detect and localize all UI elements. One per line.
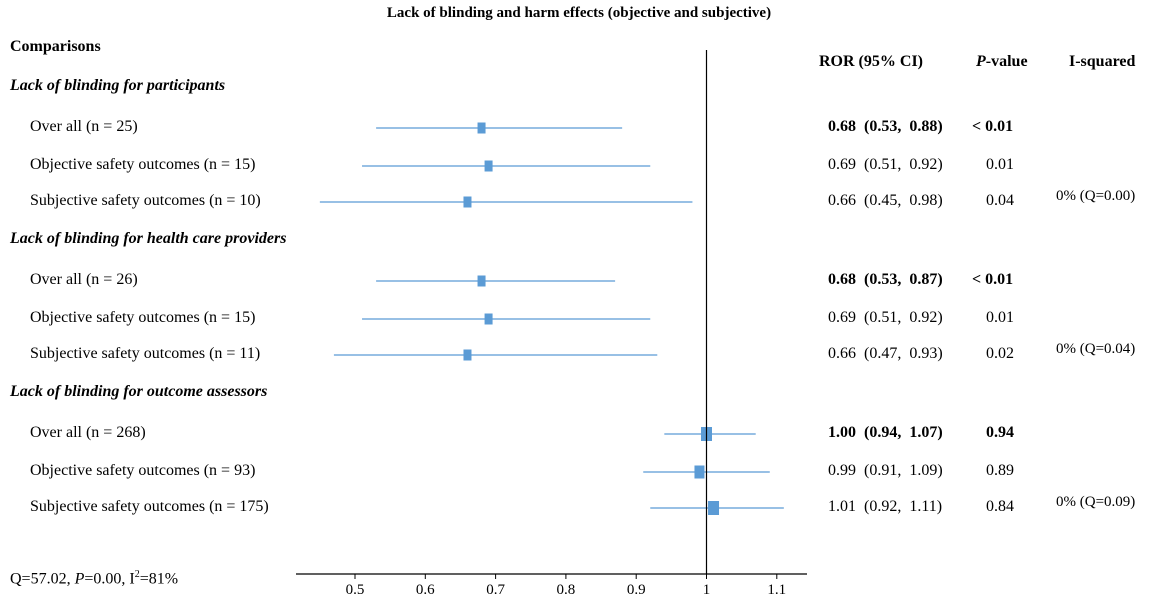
footnote-sup: 2	[134, 569, 140, 580]
p-value: < 0.01	[972, 118, 1014, 135]
point-estimate	[463, 349, 472, 361]
p-value: 0.89	[986, 462, 1014, 479]
point-estimate	[484, 313, 493, 325]
ror-value: 0.68 (0.53, 0.88)	[828, 118, 943, 135]
row-label: Subjective safety outcomes (n = 11)	[30, 345, 261, 362]
footnote-q: Q=57.02,	[10, 570, 75, 588]
row-label: Subjective safety outcomes (n = 175)	[30, 498, 269, 515]
row-label: Objective safety outcomes (n = 93)	[30, 462, 256, 479]
ror-value: 0.68 (0.53, 0.87)	[828, 271, 943, 288]
ror-value: 0.69 (0.51, 0.92)	[828, 156, 943, 173]
x-tick-label: 1.1	[767, 582, 786, 598]
point-estimate	[477, 275, 486, 287]
ror-value: 1.00 (0.94, 1.07)	[828, 424, 943, 441]
x-tick-label: 1	[703, 582, 711, 598]
row-label: Subjective safety outcomes (n = 10)	[30, 192, 261, 209]
row-label: Objective safety outcomes (n = 15)	[30, 309, 256, 326]
chart-title: Lack of blinding and harm effects (objec…	[386, 5, 772, 21]
p-value: 0.84	[986, 498, 1014, 515]
p-value: 0.01	[986, 309, 1014, 326]
x-tick-label: 0.8	[557, 582, 576, 598]
p-value-header: P-value	[976, 53, 1028, 71]
footnote-p: P	[74, 570, 85, 588]
i-squared-value: 0% (Q=0.09)	[1056, 494, 1136, 510]
ror-value: 1.01 (0.92, 1.11)	[828, 498, 943, 515]
p-value: 0.94	[986, 424, 1014, 441]
ror-value: 0.66 (0.45, 0.98)	[828, 192, 943, 209]
group-label: Lack of blinding for participants	[10, 77, 226, 94]
i-squared-value: 0% (Q=0.04)	[1056, 341, 1136, 357]
point-estimate	[463, 196, 472, 208]
group-label: Lack of blinding for outcome assessors	[10, 383, 268, 400]
p-italic: P	[976, 53, 986, 70]
p-value: 0.04	[986, 192, 1014, 209]
footnote-p-rest: =0.00, I	[84, 570, 135, 588]
row-label: Over all (n = 26)	[30, 271, 138, 288]
x-tick-label: 0.5	[346, 582, 365, 598]
p-value: 0.02	[986, 345, 1014, 362]
point-estimate	[477, 122, 486, 134]
p-rest: -value	[985, 53, 1028, 70]
x-tick-label: 0.9	[627, 582, 646, 598]
point-estimate	[708, 501, 720, 515]
row-label: Over all (n = 25)	[30, 118, 138, 135]
row-label: Objective safety outcomes (n = 15)	[30, 156, 256, 173]
p-value: 0.01	[986, 156, 1014, 173]
i-squared-value: 0% (Q=0.00)	[1056, 188, 1136, 204]
ror-value: 0.66 (0.47, 0.93)	[828, 345, 943, 362]
heterogeneity-footnote: Q=57.02, P=0.00, I2=81%	[10, 569, 178, 588]
group-label: Lack of blinding for health care provide…	[10, 230, 287, 247]
point-estimate	[694, 465, 705, 479]
ror-value: 0.69 (0.51, 0.92)	[828, 309, 943, 326]
ror-value: 0.99 (0.91, 1.09)	[828, 462, 943, 479]
x-tick-label: 0.7	[486, 582, 505, 598]
i-squared-header: I-squared	[1069, 53, 1136, 70]
point-estimate	[484, 160, 493, 172]
ror-header: ROR (95% CI)	[819, 53, 923, 70]
x-tick-label: 0.6	[416, 582, 435, 598]
comparisons-header: Comparisons	[10, 38, 101, 55]
footnote-i-rest: =81%	[139, 570, 179, 588]
p-value: < 0.01	[972, 271, 1014, 288]
row-label: Over all (n = 268)	[30, 424, 146, 441]
